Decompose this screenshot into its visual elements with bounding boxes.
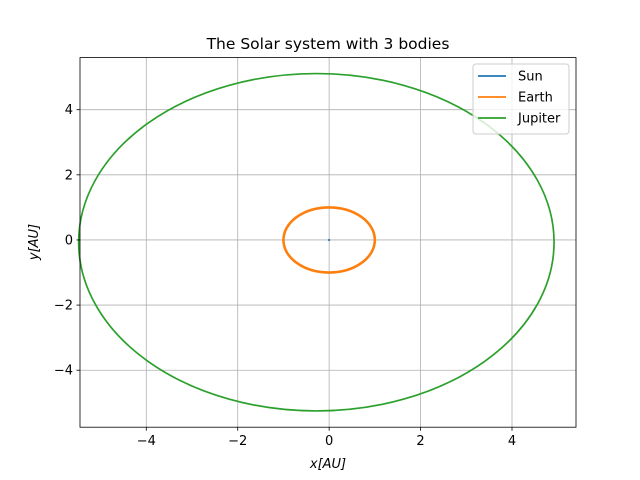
- x-tick-label: −4: [137, 434, 156, 449]
- series-earth-line: [282, 206, 377, 274]
- legend-earth-label: Earth: [518, 91, 553, 106]
- x-tick-label: −2: [228, 434, 247, 449]
- x-tick-label: 2: [416, 434, 424, 449]
- y-tick-label: 4: [65, 103, 73, 118]
- ticks: −4 −2 0 2 4 −4 −2 0 2 4: [54, 103, 516, 449]
- series-sun-marker: [328, 238, 331, 242]
- y-tick-label: 2: [65, 168, 73, 183]
- legend-jupiter-label: Jupiter: [517, 112, 561, 127]
- x-tick-label: 0: [325, 434, 333, 449]
- chart-title: The Solar system with 3 bodies: [206, 35, 450, 53]
- legend-sun-label: Sun: [518, 70, 543, 85]
- y-tick-label: −2: [54, 299, 73, 314]
- plot-frame: [79, 57, 577, 428]
- legend: Sun Earth Jupiter: [472, 63, 570, 135]
- series-layer: [77, 72, 555, 412]
- legend-box: [472, 63, 570, 135]
- y-tick-label: −4: [54, 364, 73, 379]
- y-axis-label: y[AU]: [27, 224, 42, 261]
- series-jupiter-line: [77, 72, 555, 412]
- x-tick-label: 4: [508, 434, 516, 449]
- x-axis-label: x[AU]: [309, 457, 346, 472]
- y-tick-label: 0: [65, 233, 73, 248]
